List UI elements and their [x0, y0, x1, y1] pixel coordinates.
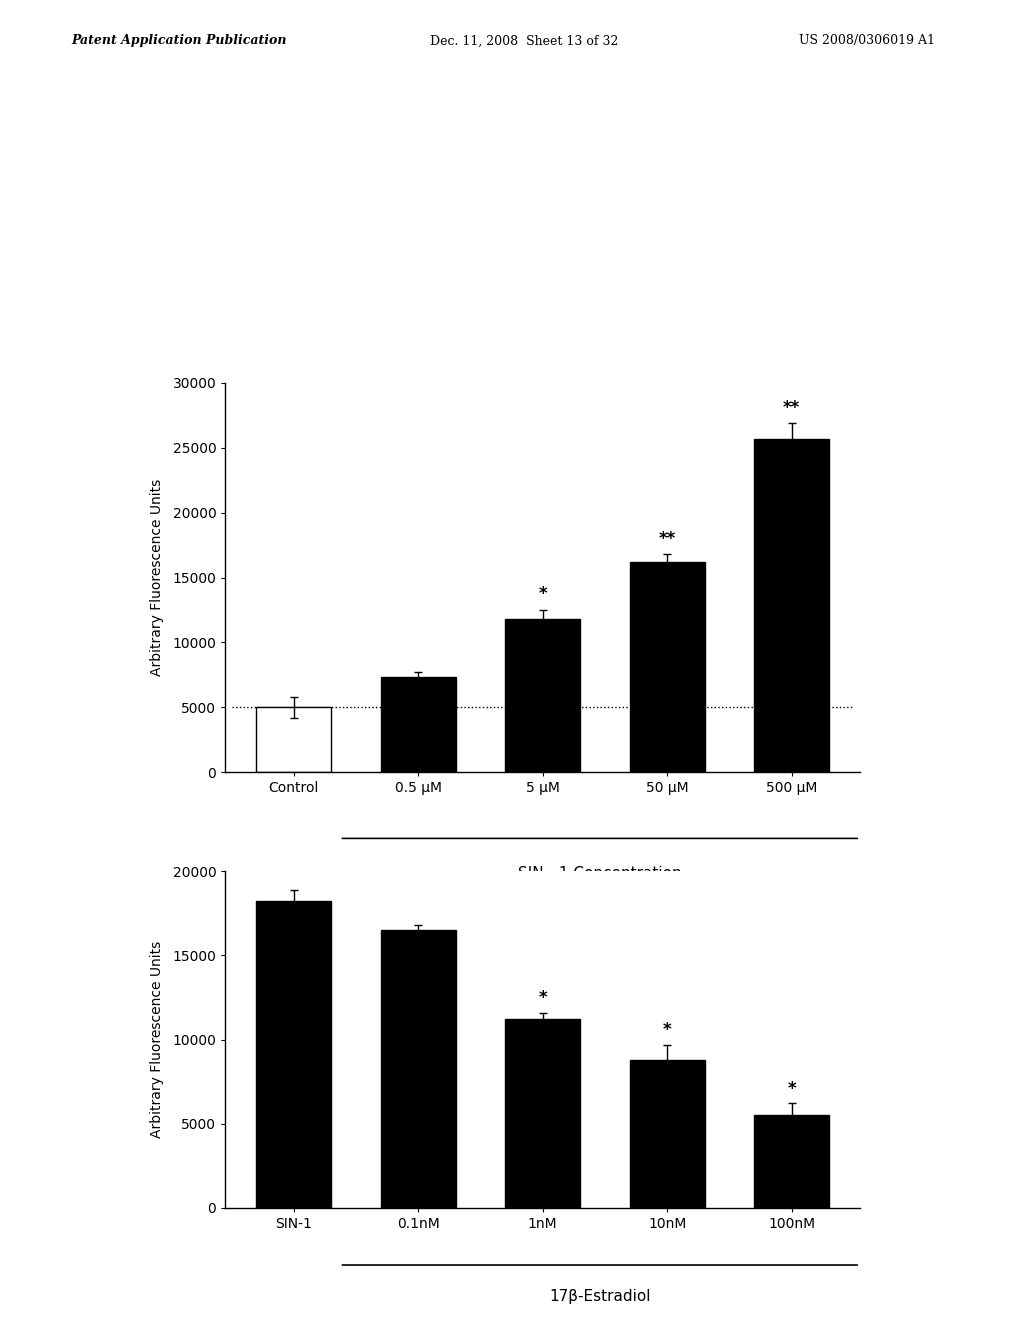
- Text: US 2008/0306019 A1: US 2008/0306019 A1: [799, 34, 935, 48]
- Text: *: *: [787, 1080, 796, 1097]
- Bar: [256, 902, 331, 1208]
- Text: *: *: [663, 1020, 672, 1039]
- Text: Patent Application Publication: Patent Application Publication: [72, 34, 287, 48]
- Bar: [630, 1060, 705, 1208]
- Text: **: **: [658, 529, 676, 548]
- Text: *: *: [539, 586, 547, 603]
- Text: SIN - 1 Concentration: SIN - 1 Concentration: [518, 866, 682, 880]
- Text: *: *: [539, 989, 547, 1007]
- Bar: [755, 438, 829, 772]
- Y-axis label: Arbitrary Fluorescence Units: Arbitrary Fluorescence Units: [151, 479, 164, 676]
- Text: FIG. 21: FIG. 21: [495, 920, 591, 944]
- Text: 17β-Estradiol: 17β-Estradiol: [549, 1288, 650, 1304]
- Bar: [630, 562, 705, 772]
- Bar: [256, 708, 331, 772]
- Bar: [381, 677, 456, 772]
- Text: **: **: [783, 399, 801, 417]
- Bar: [506, 619, 580, 772]
- Bar: [506, 1019, 580, 1208]
- Y-axis label: Arbitrary Fluorescence Units: Arbitrary Fluorescence Units: [151, 941, 164, 1138]
- Bar: [755, 1115, 829, 1208]
- Bar: [381, 931, 456, 1208]
- Text: Dec. 11, 2008  Sheet 13 of 32: Dec. 11, 2008 Sheet 13 of 32: [430, 34, 618, 48]
